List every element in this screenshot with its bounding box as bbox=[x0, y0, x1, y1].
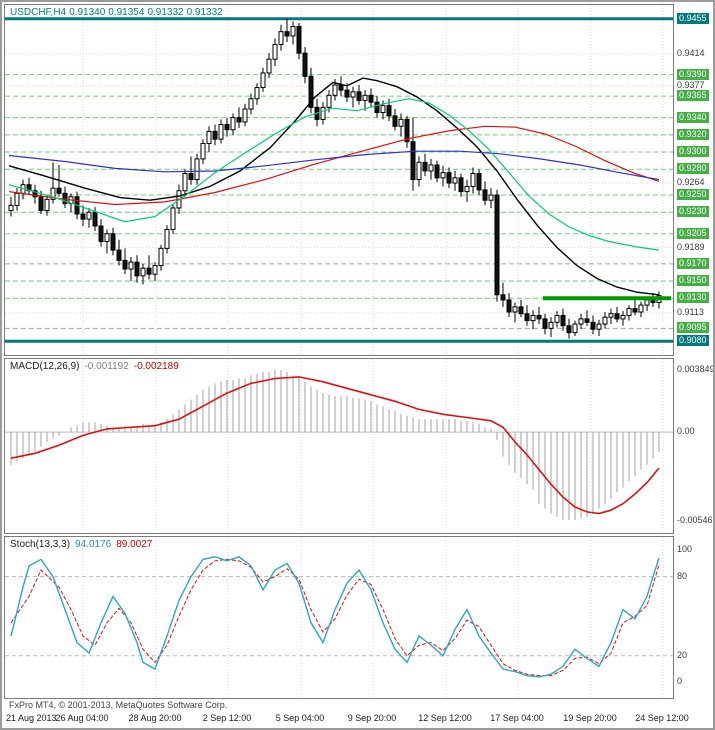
axis-label: 0.9365 bbox=[677, 90, 709, 102]
copyright-text: FxPro MT4, © 2001-2013, MetaQuotes Softw… bbox=[9, 700, 228, 710]
time-axis-label: 9 Sep 20:00 bbox=[347, 713, 397, 723]
axis-label: 0.9455 bbox=[677, 12, 709, 24]
axis-label: 0.9264 bbox=[677, 177, 705, 187]
axis-label: 0.9390 bbox=[677, 68, 709, 80]
stochastic-panel: Stoch(13,3,3) 94.0176 89.0027 bbox=[4, 536, 674, 699]
stochastic-axis: 100 80 20 0 bbox=[676, 536, 713, 699]
candlestick-chart-canvas bbox=[5, 5, 673, 355]
axis-label: 0.9095 bbox=[677, 322, 709, 334]
axis-label: 80 bbox=[677, 570, 688, 581]
axis-label: 0.9280 bbox=[677, 163, 709, 175]
time-axis: 21 Aug 2013 26 Aug 04:00 28 Aug 20:00 2 Sep… bbox=[4, 713, 689, 727]
axis-label: 0.00 bbox=[677, 426, 695, 437]
axis-label: 0.9414 bbox=[677, 48, 705, 59]
time-axis-label: 21 Aug 2013 bbox=[6, 713, 57, 723]
ma-red bbox=[8, 125, 660, 206]
time-axis-label: 5 Sep 04:00 bbox=[275, 713, 325, 723]
stochastic-chart-canvas bbox=[5, 537, 673, 698]
axis-label: 0.9205 bbox=[677, 227, 709, 239]
ma-blue bbox=[8, 150, 660, 181]
axis-label: 0.9130 bbox=[677, 292, 709, 304]
axis-label: -0.005465 bbox=[677, 515, 715, 526]
axis-label: 0.9300 bbox=[677, 146, 709, 158]
axis-label: 0.9320 bbox=[677, 128, 709, 140]
time-axis-label: 19 Sep 20:00 bbox=[563, 713, 617, 723]
axis-label: 20 bbox=[677, 649, 688, 660]
axis-label: 0.003849 bbox=[677, 363, 715, 374]
axis-label: 0.9170 bbox=[677, 257, 709, 269]
price-chart-panel: USDCHF,H4 0.91340 0.91354 0.91332 0.91332 bbox=[4, 4, 674, 356]
axis-label: 0.9377 bbox=[677, 79, 705, 90]
axis-label: 0.9113 bbox=[677, 306, 704, 317]
time-axis-label: 2 Sep 12:00 bbox=[202, 713, 252, 723]
axis-label: 0.9340 bbox=[677, 111, 709, 123]
axis-label: 0.9080 bbox=[677, 335, 709, 347]
ma-springgreen bbox=[8, 98, 660, 251]
time-axis-label: 28 Aug 20:00 bbox=[128, 713, 182, 723]
time-axis-label: 17 Sep 04:00 bbox=[490, 713, 544, 723]
macd-axis: 0.003849 0.00 -0.005465 bbox=[676, 358, 713, 534]
time-axis-label: 12 Sep 12:00 bbox=[418, 713, 472, 723]
time-axis-label: 24 Sep 12:00 bbox=[635, 713, 689, 723]
axis-label: 0.9189 bbox=[677, 241, 705, 252]
axis-label: 0 bbox=[677, 676, 683, 687]
macd-panel: MACD(12,26,9) -0.001192 -0.002189 bbox=[4, 358, 674, 534]
macd-chart-canvas bbox=[5, 359, 673, 533]
axis-label: 100 bbox=[677, 544, 693, 555]
axis-label: 0.9150 bbox=[677, 275, 709, 287]
price-axis: 0.9455 0.9414 0.9390 0.9377 0.9365 0.9340 0.93… bbox=[676, 4, 713, 356]
axis-label: 0.9230 bbox=[677, 206, 709, 218]
time-axis-label: 26 Aug 04:00 bbox=[55, 713, 109, 723]
ma-slow-black bbox=[8, 77, 660, 296]
macd-signal-line bbox=[10, 376, 660, 515]
axis-label: 0.9250 bbox=[677, 189, 709, 201]
stoch-main-line bbox=[10, 556, 660, 678]
